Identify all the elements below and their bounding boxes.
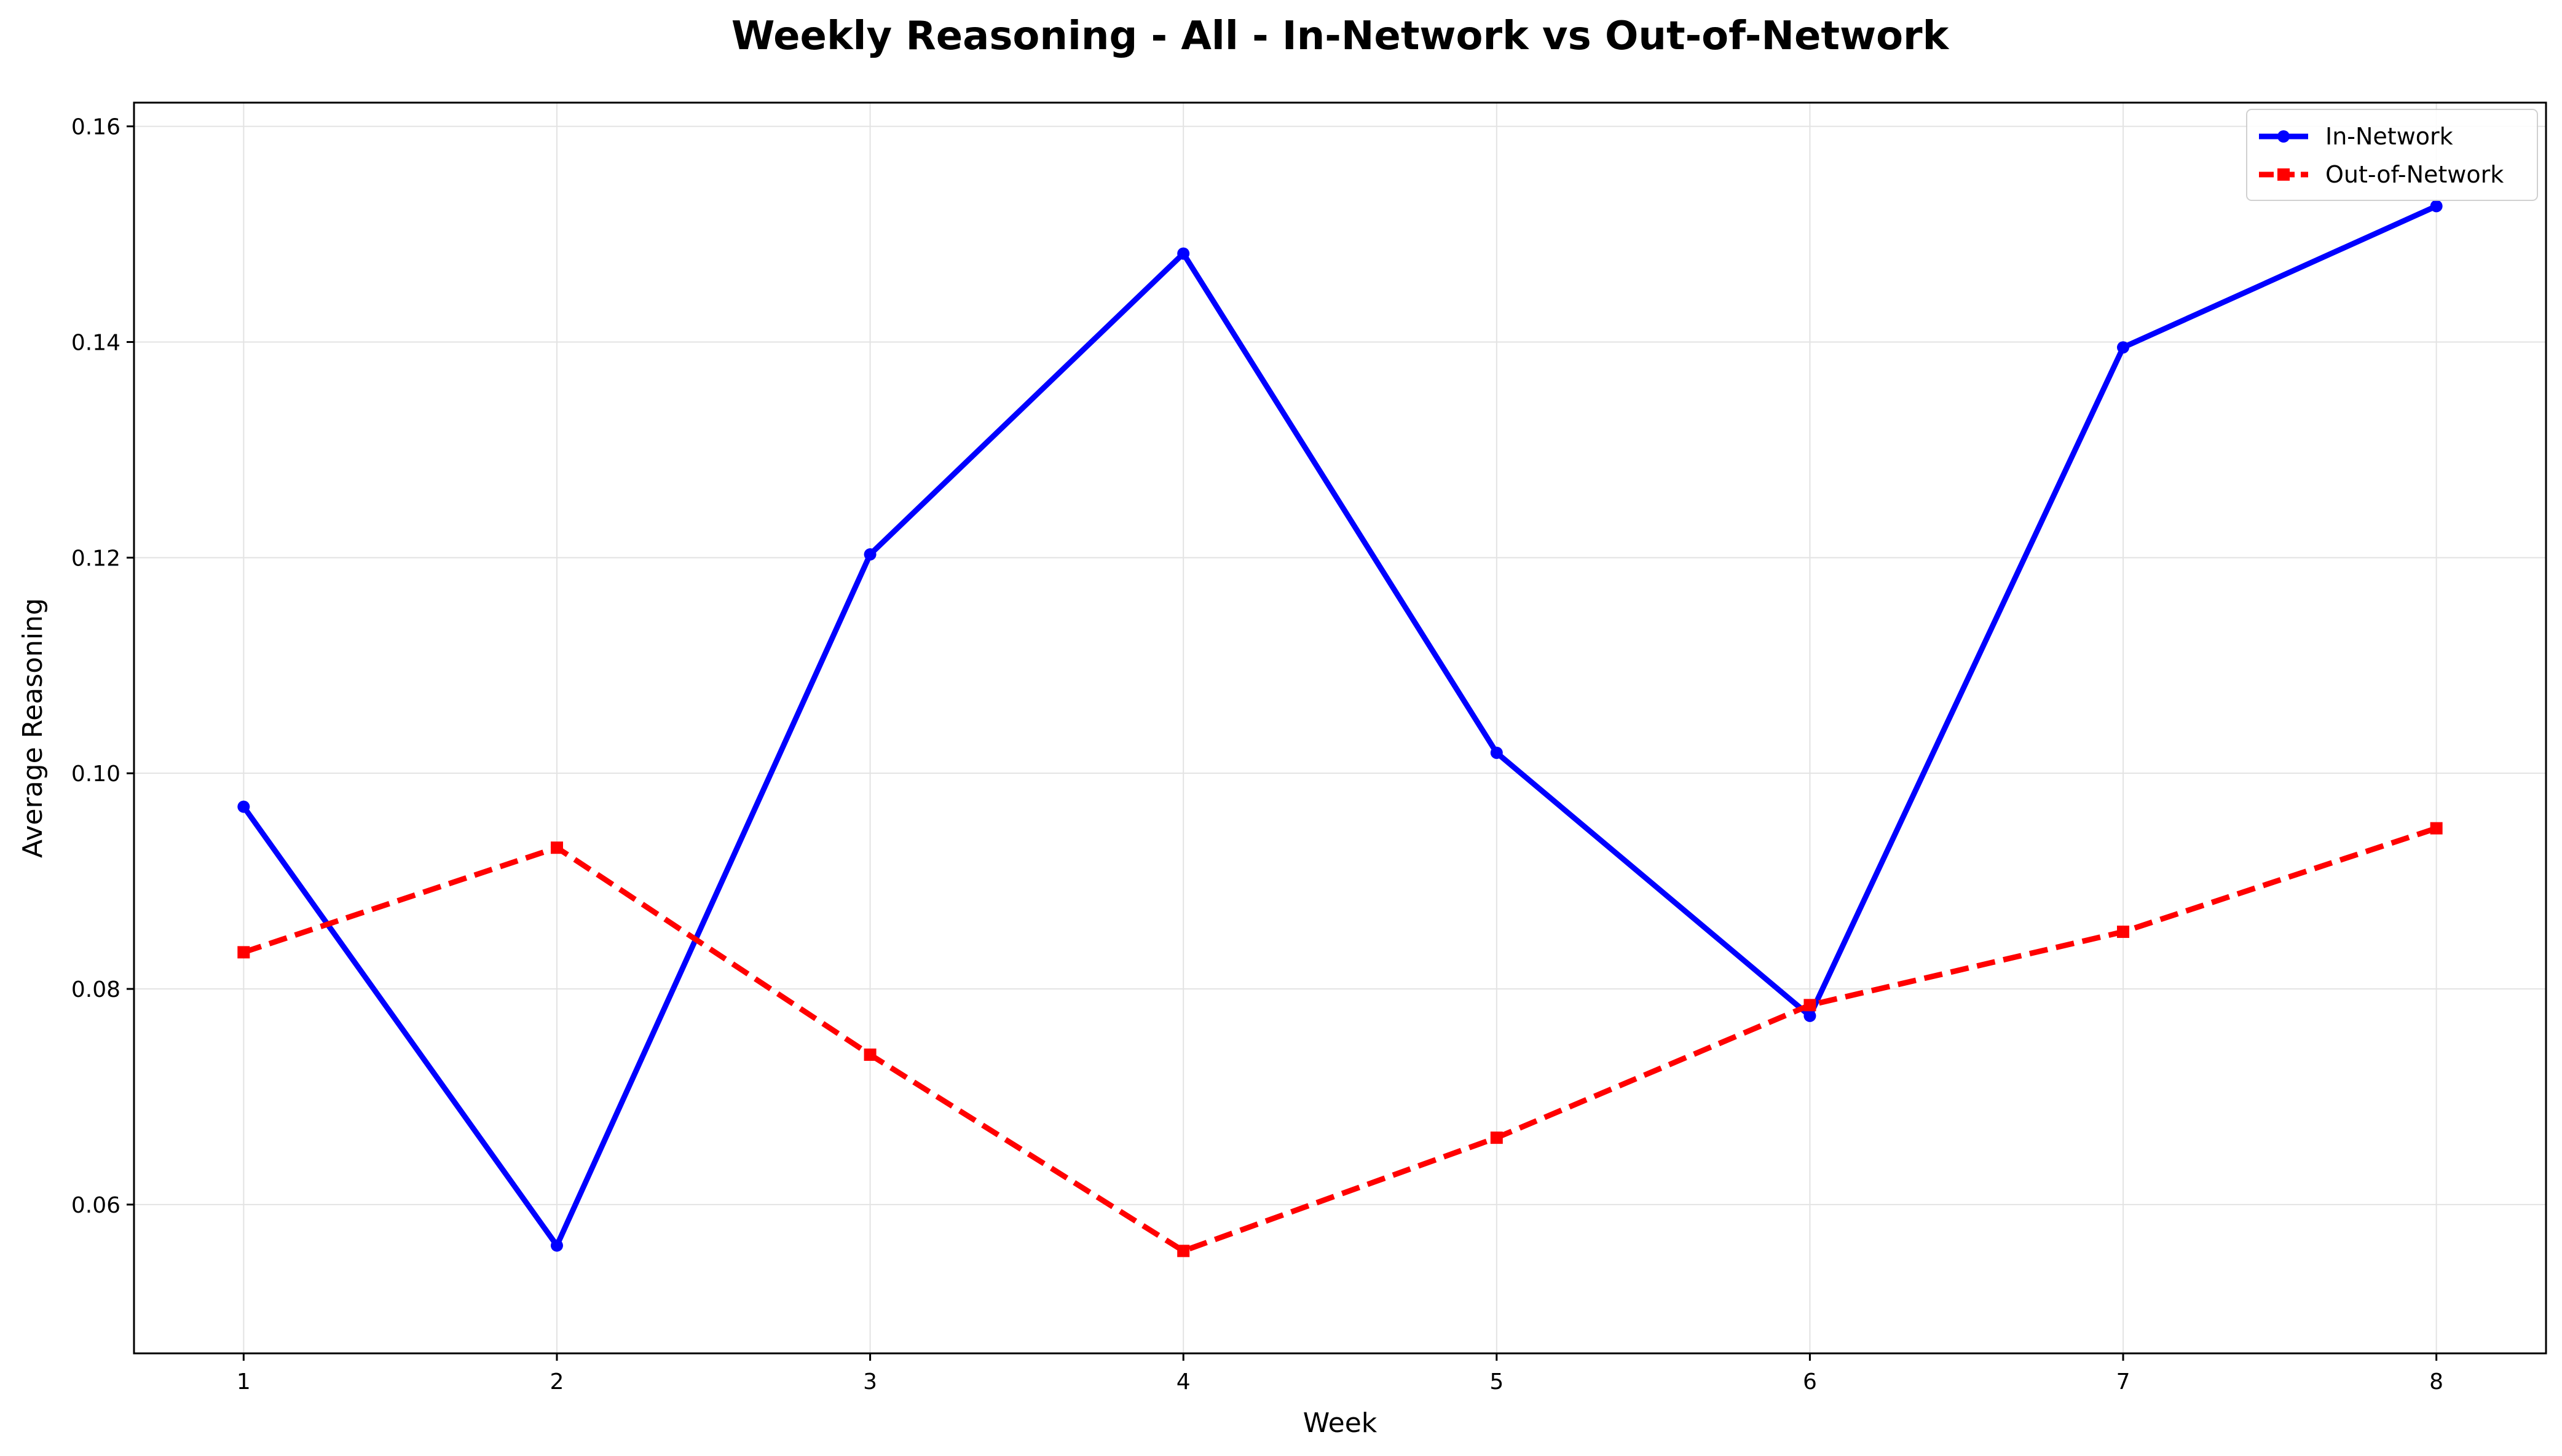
data-point-out-of-network: [1803, 999, 1816, 1012]
data-point-in-network: [550, 1239, 563, 1252]
y-tick-label: 0.10: [71, 761, 120, 787]
data-point-in-network: [1490, 746, 1503, 759]
chart-title: Weekly Reasoning - All - In-Network vs O…: [731, 14, 1950, 59]
grid-layer: [134, 103, 2546, 1353]
data-point-out-of-network: [2430, 822, 2443, 835]
data-point-in-network: [1177, 247, 1190, 260]
data-point-out-of-network: [550, 841, 563, 854]
data-point-out-of-network: [1490, 1131, 1503, 1144]
data-point-out-of-network: [864, 1049, 877, 1061]
y-tick-label: 0.12: [71, 546, 120, 571]
legend-marker-in-network: [2277, 130, 2290, 143]
data-point-out-of-network: [1177, 1245, 1190, 1257]
x-axis-label: Week: [1303, 1407, 1378, 1439]
legend-marker-out-of-network: [2277, 168, 2290, 181]
x-tick-label: 7: [2116, 1369, 2130, 1395]
y-axis-label: Average Reasoning: [17, 598, 49, 858]
legend-box: [2246, 109, 2538, 201]
series-line-out-of-network: [242, 825, 2438, 1254]
plot-frame: [133, 101, 2547, 1355]
data-point-in-network: [2117, 341, 2130, 354]
legend-label-in-network: In-Network: [2325, 123, 2453, 150]
x-tick-label: 5: [1489, 1369, 1504, 1395]
data-point-out-of-network: [2117, 926, 2130, 939]
x-tick-label: 4: [1177, 1369, 1191, 1395]
y-tick-label: 0.08: [71, 977, 120, 1002]
axis-layer: 1 2 3 4 5 6 7 8 0.06 0.08 0.10 0.12 0.14 0.16: [71, 115, 2443, 1395]
series-line-in-network: [241, 203, 2438, 1249]
data-point-in-network: [2430, 200, 2443, 213]
x-tick-label: 6: [1803, 1369, 1817, 1395]
data-point-in-network: [1803, 1009, 1816, 1022]
x-tick-label: 1: [237, 1369, 251, 1395]
y-tick-label: 0.06: [71, 1193, 120, 1218]
x-tick-label: 8: [2429, 1369, 2443, 1395]
y-tick-label: 0.14: [71, 330, 120, 355]
series-layer: [237, 200, 2443, 1257]
data-point-in-network: [864, 548, 877, 561]
legend-label-out-of-network: Out-of-Network: [2325, 161, 2504, 188]
data-point-out-of-network: [237, 946, 250, 959]
y-tick-label: 0.16: [71, 115, 120, 140]
data-point-in-network: [237, 800, 250, 813]
legend: In-Network Out-of-Network: [2246, 109, 2538, 201]
x-tick-label: 2: [550, 1369, 564, 1395]
x-tick-label: 3: [863, 1369, 877, 1395]
